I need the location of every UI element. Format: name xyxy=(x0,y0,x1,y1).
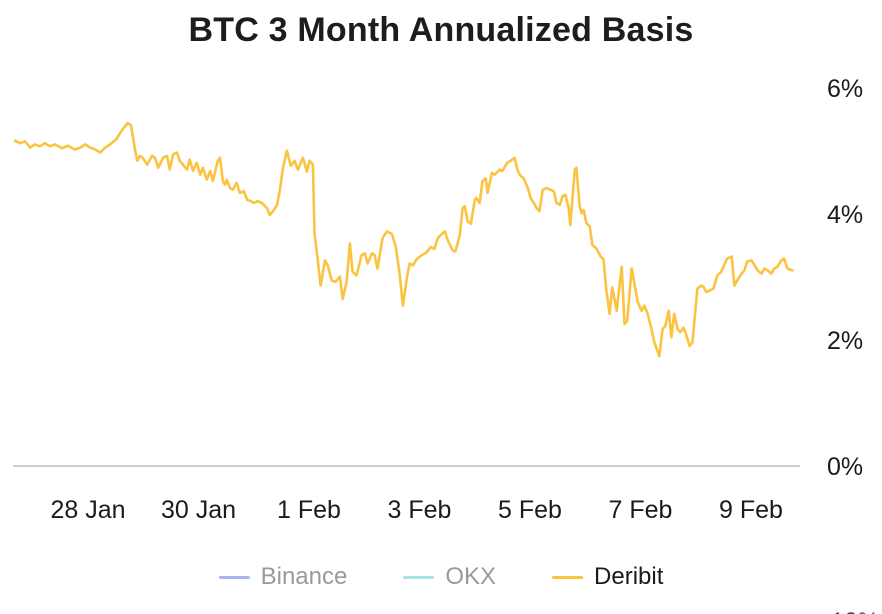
x-tick-label: 5 Feb xyxy=(498,496,562,524)
chart-title: BTC 3 Month Annualized Basis xyxy=(188,11,694,49)
legend-item-okx[interactable]: OKX xyxy=(403,563,496,591)
x-tick-label: 3 Feb xyxy=(387,496,452,524)
legend-label-binance: Binance xyxy=(260,563,348,590)
legend-item-binance[interactable]: Binance xyxy=(218,563,348,591)
x-tick-label: 30 Jan xyxy=(160,496,237,524)
legend: Binance OKX Deribit xyxy=(0,563,882,591)
legend-label-okx: OKX xyxy=(445,563,497,590)
legend-item-deribit[interactable]: Deribit xyxy=(552,563,663,591)
clipped-next-label: 10% xyxy=(831,608,879,614)
deribit-series-line xyxy=(13,121,794,358)
x-tick-label: 1 Feb xyxy=(277,496,341,524)
y-tick-label: 4% xyxy=(827,201,864,229)
legend-label-deribit: Deribit xyxy=(594,563,664,590)
y-tick-label: 2% xyxy=(827,327,864,355)
okx-line-swatch-icon xyxy=(403,575,435,579)
y-tick-label: 6% xyxy=(827,75,864,103)
x-tick-label: 28 Jan xyxy=(50,496,126,524)
deribit-line-swatch-icon xyxy=(552,575,584,579)
x-tick-label: 9 Feb xyxy=(719,496,783,524)
binance-line-swatch-icon xyxy=(218,575,250,579)
x-tick-label: 7 Feb xyxy=(608,496,673,524)
y-tick-label: 0% xyxy=(827,453,864,481)
